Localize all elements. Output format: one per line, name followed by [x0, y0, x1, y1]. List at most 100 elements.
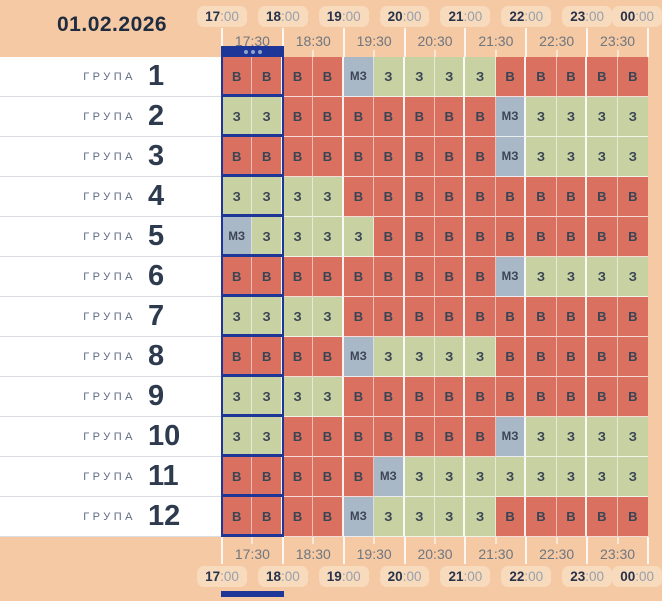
- schedule-cell: В: [495, 217, 527, 257]
- hour-tick: [647, 28, 649, 57]
- schedule-cell: В: [252, 457, 283, 497]
- schedule-cell: В: [222, 497, 253, 537]
- schedule-cell: З: [465, 337, 496, 377]
- schedule-cell: В: [374, 417, 405, 457]
- schedule-cell: В: [556, 297, 588, 337]
- hour-label: 19:00: [318, 6, 369, 27]
- current-time-marker-handle[interactable]: [221, 46, 284, 57]
- schedule-cell: З: [587, 137, 618, 177]
- schedule-cell: З: [222, 177, 253, 217]
- halfhour-label: 17:30: [234, 546, 270, 562]
- marker-dot-icon: [243, 49, 248, 54]
- hour-label: 00:00: [612, 6, 662, 27]
- schedule-cell: МЗ: [374, 457, 405, 497]
- marker-dot-icon: [250, 49, 255, 54]
- schedule-cell: З: [252, 417, 283, 457]
- schedule-cell: З: [252, 97, 283, 137]
- schedule-cell: В: [282, 257, 314, 297]
- schedule-cell: В: [495, 297, 527, 337]
- group-label: ГРУПА: [83, 390, 136, 403]
- halfhour-label: 21:30: [478, 546, 514, 562]
- halfhour-label: 17:30: [234, 33, 270, 49]
- schedule-cell: В: [617, 377, 648, 417]
- group-label: ГРУПА: [83, 230, 136, 243]
- schedule-cell: З: [282, 177, 314, 217]
- group-row: ГРУПА 8: [0, 337, 222, 377]
- schedule-cell: З: [617, 457, 648, 497]
- hour-tick: [342, 537, 345, 564]
- schedule-cell: В: [252, 57, 283, 97]
- hour-tick: [464, 537, 467, 564]
- hour-label: 20:00: [379, 6, 430, 27]
- schedule-cell: В: [587, 177, 618, 217]
- schedule-cell: З: [556, 97, 588, 137]
- schedule-cell: В: [587, 297, 618, 337]
- schedule-cell: В: [313, 137, 344, 177]
- schedule-cell: МЗ: [222, 217, 253, 257]
- group-label: ГРУПА: [83, 110, 136, 123]
- schedule-cell: З: [465, 457, 496, 497]
- schedule-cell: В: [404, 417, 435, 457]
- schedule-cell: В: [435, 377, 466, 417]
- group-number: 7: [148, 300, 165, 332]
- schedule-cell: В: [404, 137, 435, 177]
- schedule-cell: МЗ: [495, 137, 527, 177]
- schedule-cell: В: [556, 337, 588, 377]
- schedule-cell: З: [587, 257, 618, 297]
- schedule-cell: В: [435, 297, 466, 337]
- schedule-cell: З: [465, 57, 496, 97]
- schedule-cell: В: [435, 257, 466, 297]
- hour-tick: [403, 537, 406, 564]
- schedule-grid: В В В В МЗ З З З З В В В В В З З В В В В В В В МЗ З З З З В В В В В В В В В М…: [222, 57, 648, 537]
- hour-label: 21:00: [440, 6, 491, 27]
- group-label: ГРУПА: [83, 190, 136, 203]
- schedule-cell: В: [374, 177, 405, 217]
- schedule-cell: З: [313, 217, 344, 257]
- group-label: ГРУПА: [83, 470, 136, 483]
- schedule-cell: З: [313, 377, 344, 417]
- group-label: ГРУПА: [83, 150, 136, 163]
- schedule-cell: В: [556, 177, 588, 217]
- schedule-cell: В: [587, 217, 618, 257]
- schedule-cell: З: [222, 297, 253, 337]
- schedule-cell: В: [252, 137, 283, 177]
- hour-tick: [342, 28, 345, 57]
- schedule-cell: В: [374, 377, 405, 417]
- schedule-cell: В: [435, 177, 466, 217]
- schedule-cell: В: [374, 97, 405, 137]
- schedule-cell: З: [282, 297, 314, 337]
- schedule-cell: В: [465, 97, 496, 137]
- halfhour-label: 19:30: [356, 33, 392, 49]
- halfhour-label: 19:30: [356, 546, 392, 562]
- schedule-cell: З: [252, 297, 283, 337]
- schedule-cell: В: [313, 257, 344, 297]
- hour-label: 20:00: [379, 566, 430, 587]
- group-number: 9: [148, 380, 165, 412]
- schedule-cell: В: [617, 57, 648, 97]
- schedule-cell: З: [252, 177, 283, 217]
- halfhour-tick: [251, 537, 254, 544]
- schedule-cell: З: [526, 417, 557, 457]
- schedule-cell: В: [617, 497, 648, 537]
- hour-tick: [403, 28, 406, 57]
- halfhour-tick: [434, 537, 436, 544]
- hour-tick: [281, 28, 284, 57]
- schedule-cell: З: [617, 97, 648, 137]
- group-number: 12: [148, 500, 181, 532]
- schedule-cell: З: [313, 177, 344, 217]
- schedule-cell: В: [404, 177, 435, 217]
- schedule-cell: В: [465, 217, 496, 257]
- group-number: 4: [148, 180, 165, 212]
- schedule-cell: В: [435, 137, 466, 177]
- group-number: 11: [148, 460, 179, 492]
- schedule-cell: В: [343, 417, 375, 457]
- schedule-cell: В: [465, 137, 496, 177]
- schedule-cell: В: [282, 57, 314, 97]
- schedule-cell: В: [465, 377, 496, 417]
- schedule-cell: З: [435, 337, 466, 377]
- hour-label: 17:00: [197, 6, 247, 27]
- schedule-cell: В: [526, 337, 557, 377]
- schedule-cell: В: [526, 297, 557, 337]
- schedule-cell: З: [617, 417, 648, 457]
- schedule-cell: В: [374, 217, 405, 257]
